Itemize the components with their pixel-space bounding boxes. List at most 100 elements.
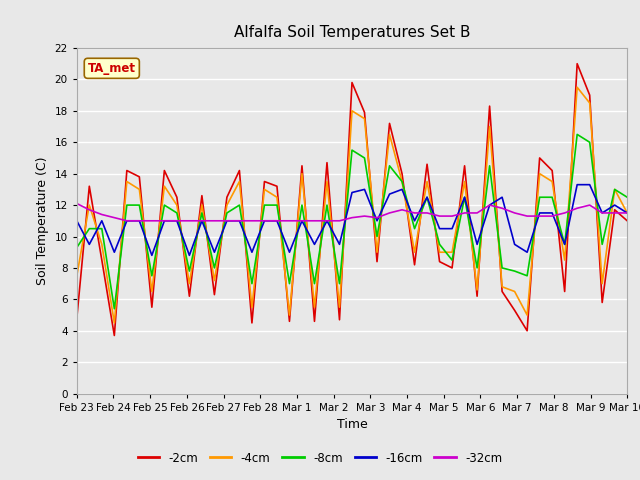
Line: -16cm: -16cm: [77, 185, 627, 255]
-8cm: [548, 194, 556, 200]
-8cm: [499, 265, 506, 271]
-16cm: [260, 218, 268, 224]
-2cm: [173, 194, 180, 200]
-2cm: [411, 262, 419, 268]
-4cm: [548, 179, 556, 184]
-4cm: [260, 187, 268, 192]
-8cm: [161, 202, 168, 208]
-2cm: [623, 218, 631, 224]
-16cm: [499, 194, 506, 200]
-16cm: [136, 218, 143, 224]
-2cm: [524, 328, 531, 334]
-4cm: [335, 304, 343, 310]
-32cm: [524, 213, 531, 219]
-4cm: [436, 249, 444, 255]
-2cm: [473, 293, 481, 299]
-16cm: [398, 187, 406, 192]
-16cm: [373, 218, 381, 224]
-8cm: [586, 139, 593, 145]
-32cm: [298, 218, 306, 224]
-16cm: [310, 241, 318, 247]
-4cm: [586, 100, 593, 106]
-2cm: [211, 292, 218, 298]
-16cm: [73, 218, 81, 224]
-2cm: [273, 183, 281, 189]
-16cm: [335, 241, 343, 247]
-4cm: [524, 312, 531, 318]
-8cm: [411, 226, 419, 231]
-4cm: [623, 210, 631, 216]
Y-axis label: Soil Temperature (C): Soil Temperature (C): [36, 156, 49, 285]
-16cm: [536, 210, 543, 216]
-2cm: [223, 194, 231, 200]
-4cm: [348, 108, 356, 114]
-8cm: [461, 194, 468, 200]
-4cm: [298, 171, 306, 177]
-16cm: [598, 210, 606, 216]
-8cm: [373, 234, 381, 240]
-4cm: [411, 249, 419, 255]
-4cm: [248, 304, 256, 310]
-32cm: [373, 215, 381, 220]
-32cm: [335, 218, 343, 224]
-32cm: [499, 205, 506, 211]
-16cm: [486, 202, 493, 208]
-8cm: [335, 281, 343, 287]
-16cm: [411, 218, 419, 224]
-2cm: [348, 80, 356, 85]
-2cm: [148, 304, 156, 310]
-16cm: [348, 190, 356, 195]
-16cm: [223, 218, 231, 224]
-16cm: [611, 202, 618, 208]
-2cm: [386, 120, 394, 126]
Line: -32cm: -32cm: [77, 204, 627, 221]
-2cm: [611, 207, 618, 213]
-8cm: [348, 147, 356, 153]
-16cm: [236, 218, 243, 224]
-32cm: [211, 218, 218, 224]
-16cm: [211, 249, 218, 255]
-16cm: [186, 252, 193, 258]
Text: TA_met: TA_met: [88, 62, 136, 75]
-8cm: [623, 194, 631, 200]
-32cm: [386, 210, 394, 216]
-8cm: [511, 268, 518, 274]
-2cm: [511, 308, 518, 313]
-32cm: [198, 218, 205, 224]
-32cm: [448, 213, 456, 219]
-8cm: [236, 202, 243, 208]
-2cm: [486, 103, 493, 109]
-16cm: [198, 218, 205, 224]
-2cm: [236, 168, 243, 173]
-8cm: [611, 187, 618, 192]
-8cm: [173, 210, 180, 216]
-4cm: [273, 194, 281, 200]
-32cm: [86, 207, 93, 213]
-4cm: [285, 312, 293, 318]
-8cm: [248, 281, 256, 287]
-32cm: [598, 210, 606, 216]
-8cm: [386, 163, 394, 168]
-2cm: [248, 320, 256, 326]
-4cm: [398, 179, 406, 184]
-8cm: [536, 194, 543, 200]
-16cm: [436, 226, 444, 231]
-2cm: [436, 259, 444, 264]
-32cm: [361, 213, 369, 219]
-4cm: [123, 179, 131, 184]
-32cm: [511, 210, 518, 216]
-8cm: [561, 241, 568, 247]
-8cm: [448, 257, 456, 263]
-8cm: [423, 194, 431, 200]
X-axis label: Time: Time: [337, 418, 367, 431]
-8cm: [123, 202, 131, 208]
-4cm: [461, 179, 468, 184]
-8cm: [310, 281, 318, 287]
-2cm: [298, 163, 306, 168]
-4cm: [561, 257, 568, 263]
-8cm: [524, 273, 531, 279]
Line: -8cm: -8cm: [77, 134, 627, 309]
-2cm: [86, 183, 93, 189]
-32cm: [98, 212, 106, 217]
-2cm: [373, 259, 381, 264]
